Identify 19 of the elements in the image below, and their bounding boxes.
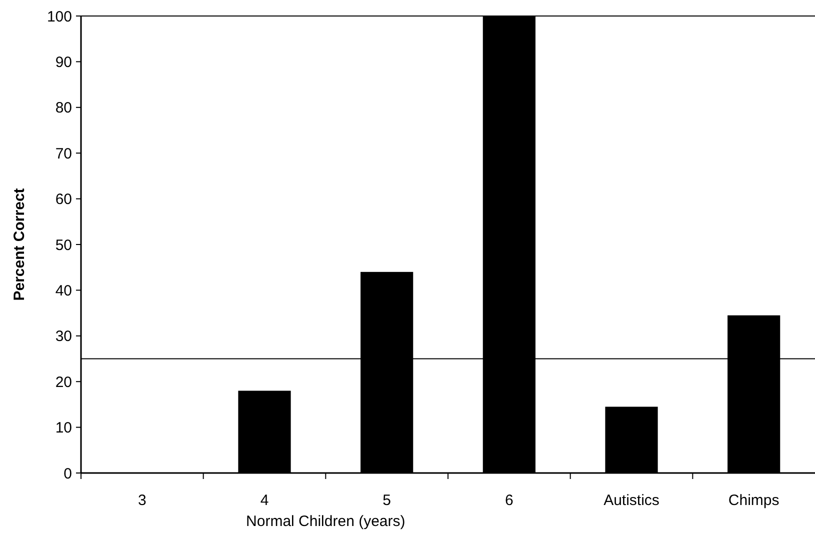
y-tick-label: 10 (55, 420, 72, 437)
y-tick-label: 100 (46, 8, 72, 26)
y-tick-label: 70 (55, 145, 72, 162)
x-tick-label: Chimps (728, 492, 780, 509)
y-tick-label: 30 (55, 328, 72, 346)
y-tick-label: 80 (55, 100, 72, 117)
x-tick-label: 5 (382, 492, 392, 509)
y-tick-label: 40 (55, 282, 72, 300)
x-tick-label: 6 (504, 492, 514, 509)
y-tick-label: 60 (55, 191, 72, 208)
y-tick-label: 50 (55, 236, 72, 254)
x-tick-label: Autistics (604, 492, 660, 509)
x-tick-label: 3 (138, 492, 146, 509)
y-axis-title: Percent Correct (11, 188, 28, 301)
y-tick-label: 0 (64, 465, 72, 482)
y-tick-label: 20 (55, 374, 72, 391)
x-axis-title: Normal Children (years) (246, 513, 406, 530)
x-tick-label: 4 (260, 492, 269, 509)
y-tick-label: 90 (55, 54, 72, 71)
